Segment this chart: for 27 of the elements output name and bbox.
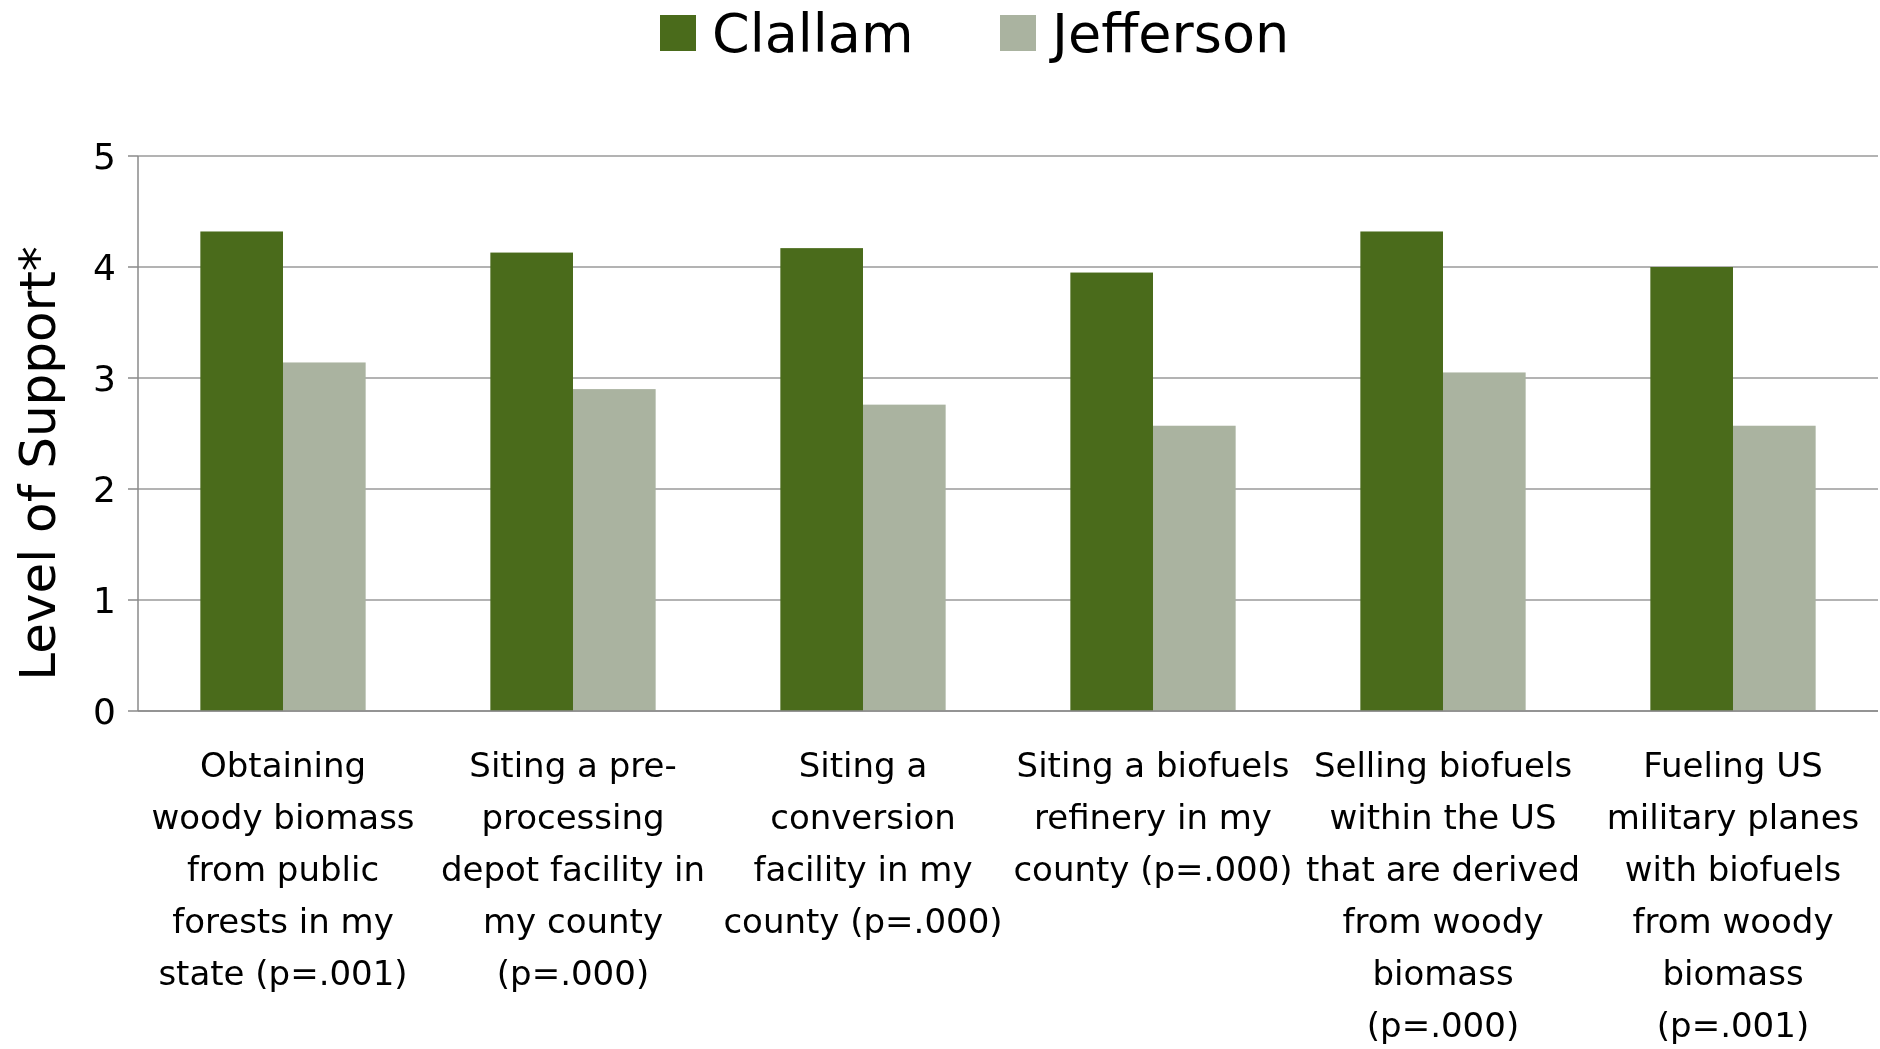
bar (1650, 267, 1733, 711)
x-tick-label: Siting a pre- processing depot facility in my county (p=.000) (440, 745, 706, 993)
y-tick-label: 1 (93, 579, 116, 621)
bar (1733, 425, 1816, 711)
bar (490, 252, 573, 711)
y-tick-label: 5 (93, 135, 116, 177)
bar (1443, 372, 1526, 711)
bar (1070, 272, 1153, 711)
bar (780, 248, 863, 711)
x-tick-label: Fueling US military planes with biofuels from woody biomass (p=.001) (1606, 745, 1860, 1045)
bar (200, 231, 283, 711)
bar (573, 389, 656, 711)
y-tick-label: 2 (93, 468, 116, 510)
y-tick-label: 4 (93, 246, 116, 288)
y-axis-title: Level of Support* (9, 246, 67, 681)
x-tick-label: Siting a biofuels refinery in my county (p=.000) (1013, 745, 1293, 889)
x-tick-label: Selling biofuels within the US that are derived from woody biomass (p=.000) (1305, 745, 1581, 1045)
y-tick-label: 3 (93, 357, 116, 399)
bar (1153, 425, 1236, 711)
legend-label: Clallam (712, 1, 914, 65)
x-tick-label: Obtaining woody biomass from public forests in my state (p=.001) (151, 745, 415, 993)
bar (863, 404, 946, 711)
bar (283, 362, 366, 711)
y-tick-label: 0 (93, 690, 116, 732)
legend-label: Jefferson (1049, 1, 1290, 65)
bar (1360, 231, 1443, 711)
x-tick-label: Siting a conversion facility in my county (p=.000) (723, 745, 1003, 941)
